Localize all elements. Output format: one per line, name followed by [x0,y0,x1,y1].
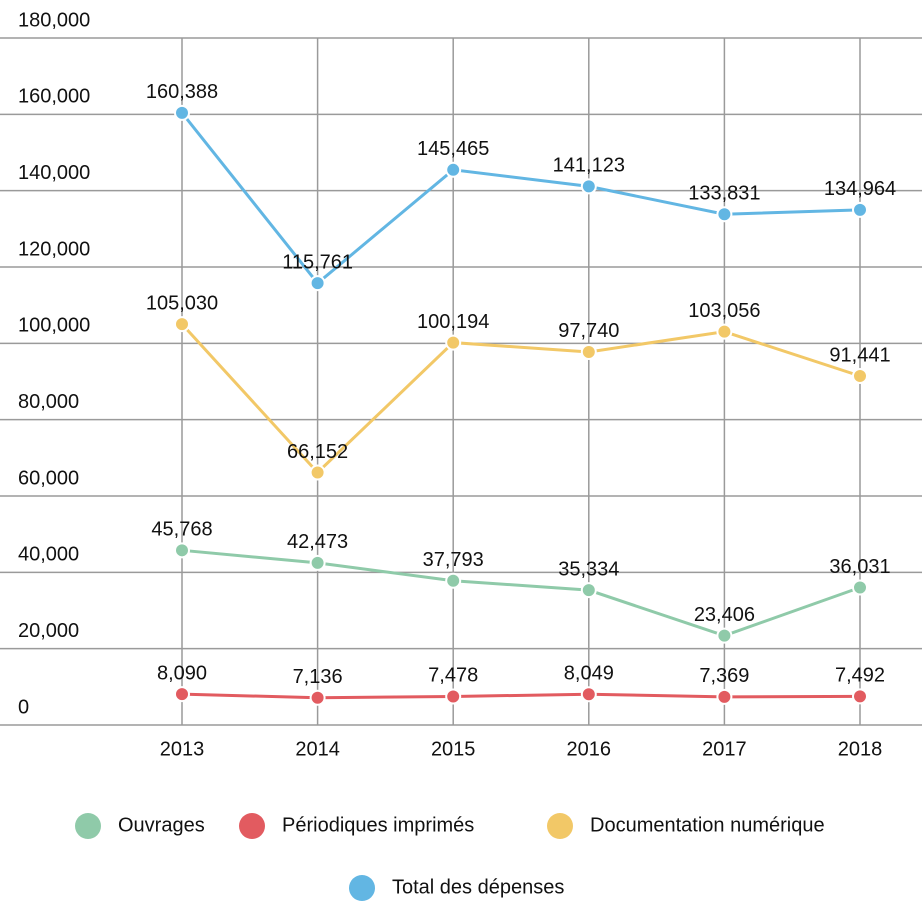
data-label: 100,194 [417,311,489,333]
data-point [580,178,597,195]
x-tick-label: 2016 [567,738,612,760]
series-line [181,692,861,700]
x-tick-label: 2013 [160,738,205,760]
x-tick-label: 2014 [295,738,340,760]
data-point [716,206,733,223]
legend-swatch [75,813,101,839]
data-label: 115,761 [282,251,353,273]
data-point [174,316,190,333]
x-tick-label: 2018 [838,738,883,760]
data-point [445,161,462,178]
y-tick-label: 140,000 [18,162,90,184]
data-point [309,554,326,571]
data-point [309,689,326,706]
y-tick-label: 120,000 [18,238,90,260]
x-tick-label: 2015 [431,738,476,760]
legend-swatch [239,813,265,839]
data-point [580,343,597,360]
y-tick-label: 180,000 [18,9,90,31]
series-line [180,323,861,475]
data-point [852,368,868,385]
data-point [852,579,868,596]
data-point [445,334,462,351]
y-tick-label: 160,000 [18,86,90,108]
legend-swatch [547,813,573,839]
data-point [716,627,733,644]
data-label: 91,441 [829,344,890,366]
data-label: 8,049 [564,663,614,685]
data-label: 145,465 [417,138,489,160]
legend-label: Documentation numérique [590,814,825,836]
data-point [716,323,733,340]
data-label: 133,831 [688,182,760,204]
data-label: 7,369 [699,665,749,687]
data-point [174,542,190,559]
data-label: 42,473 [287,531,348,553]
data-point [580,582,597,599]
data-point [852,688,868,705]
y-tick-label: 20,000 [18,620,79,642]
y-tick-label: 80,000 [18,391,79,413]
data-label: 134,964 [824,178,896,200]
data-point [309,275,326,292]
legend-label: Total des dépenses [392,876,564,898]
series-line [181,548,861,638]
data-label: 8,090 [157,662,207,684]
data-label: 37,793 [423,549,484,571]
y-tick-label: 40,000 [18,544,79,566]
data-point [174,104,190,121]
data-label: 160,388 [146,81,218,103]
data-label: 103,056 [688,300,760,322]
data-point [309,464,326,481]
data-label: 7,478 [428,665,478,687]
data-label: 97,740 [558,320,619,342]
data-point [174,686,190,703]
x-tick-label: 2017 [702,738,747,760]
data-label: 66,152 [287,441,348,463]
data-label: 7,136 [293,666,343,688]
legend-label: Ouvrages [118,814,205,836]
y-tick-label: 60,000 [18,467,79,489]
data-label: 7,492 [835,665,885,687]
y-tick-label: 100,000 [18,315,90,337]
data-point [716,688,733,705]
data-label: 141,123 [553,155,625,177]
data-label: 45,768 [151,519,212,541]
data-label: 35,334 [558,558,619,580]
y-tick-label: 0 [18,696,29,718]
legend-swatch [349,875,375,901]
data-point [445,572,462,589]
data-point [445,688,462,705]
legend-label: Périodiques imprimés [282,814,474,836]
data-label: 23,406 [694,604,755,626]
data-point [580,686,597,703]
data-label: 105,030 [146,292,218,314]
data-label: 36,031 [829,556,890,578]
data-point [852,201,868,218]
series-line [180,111,861,286]
